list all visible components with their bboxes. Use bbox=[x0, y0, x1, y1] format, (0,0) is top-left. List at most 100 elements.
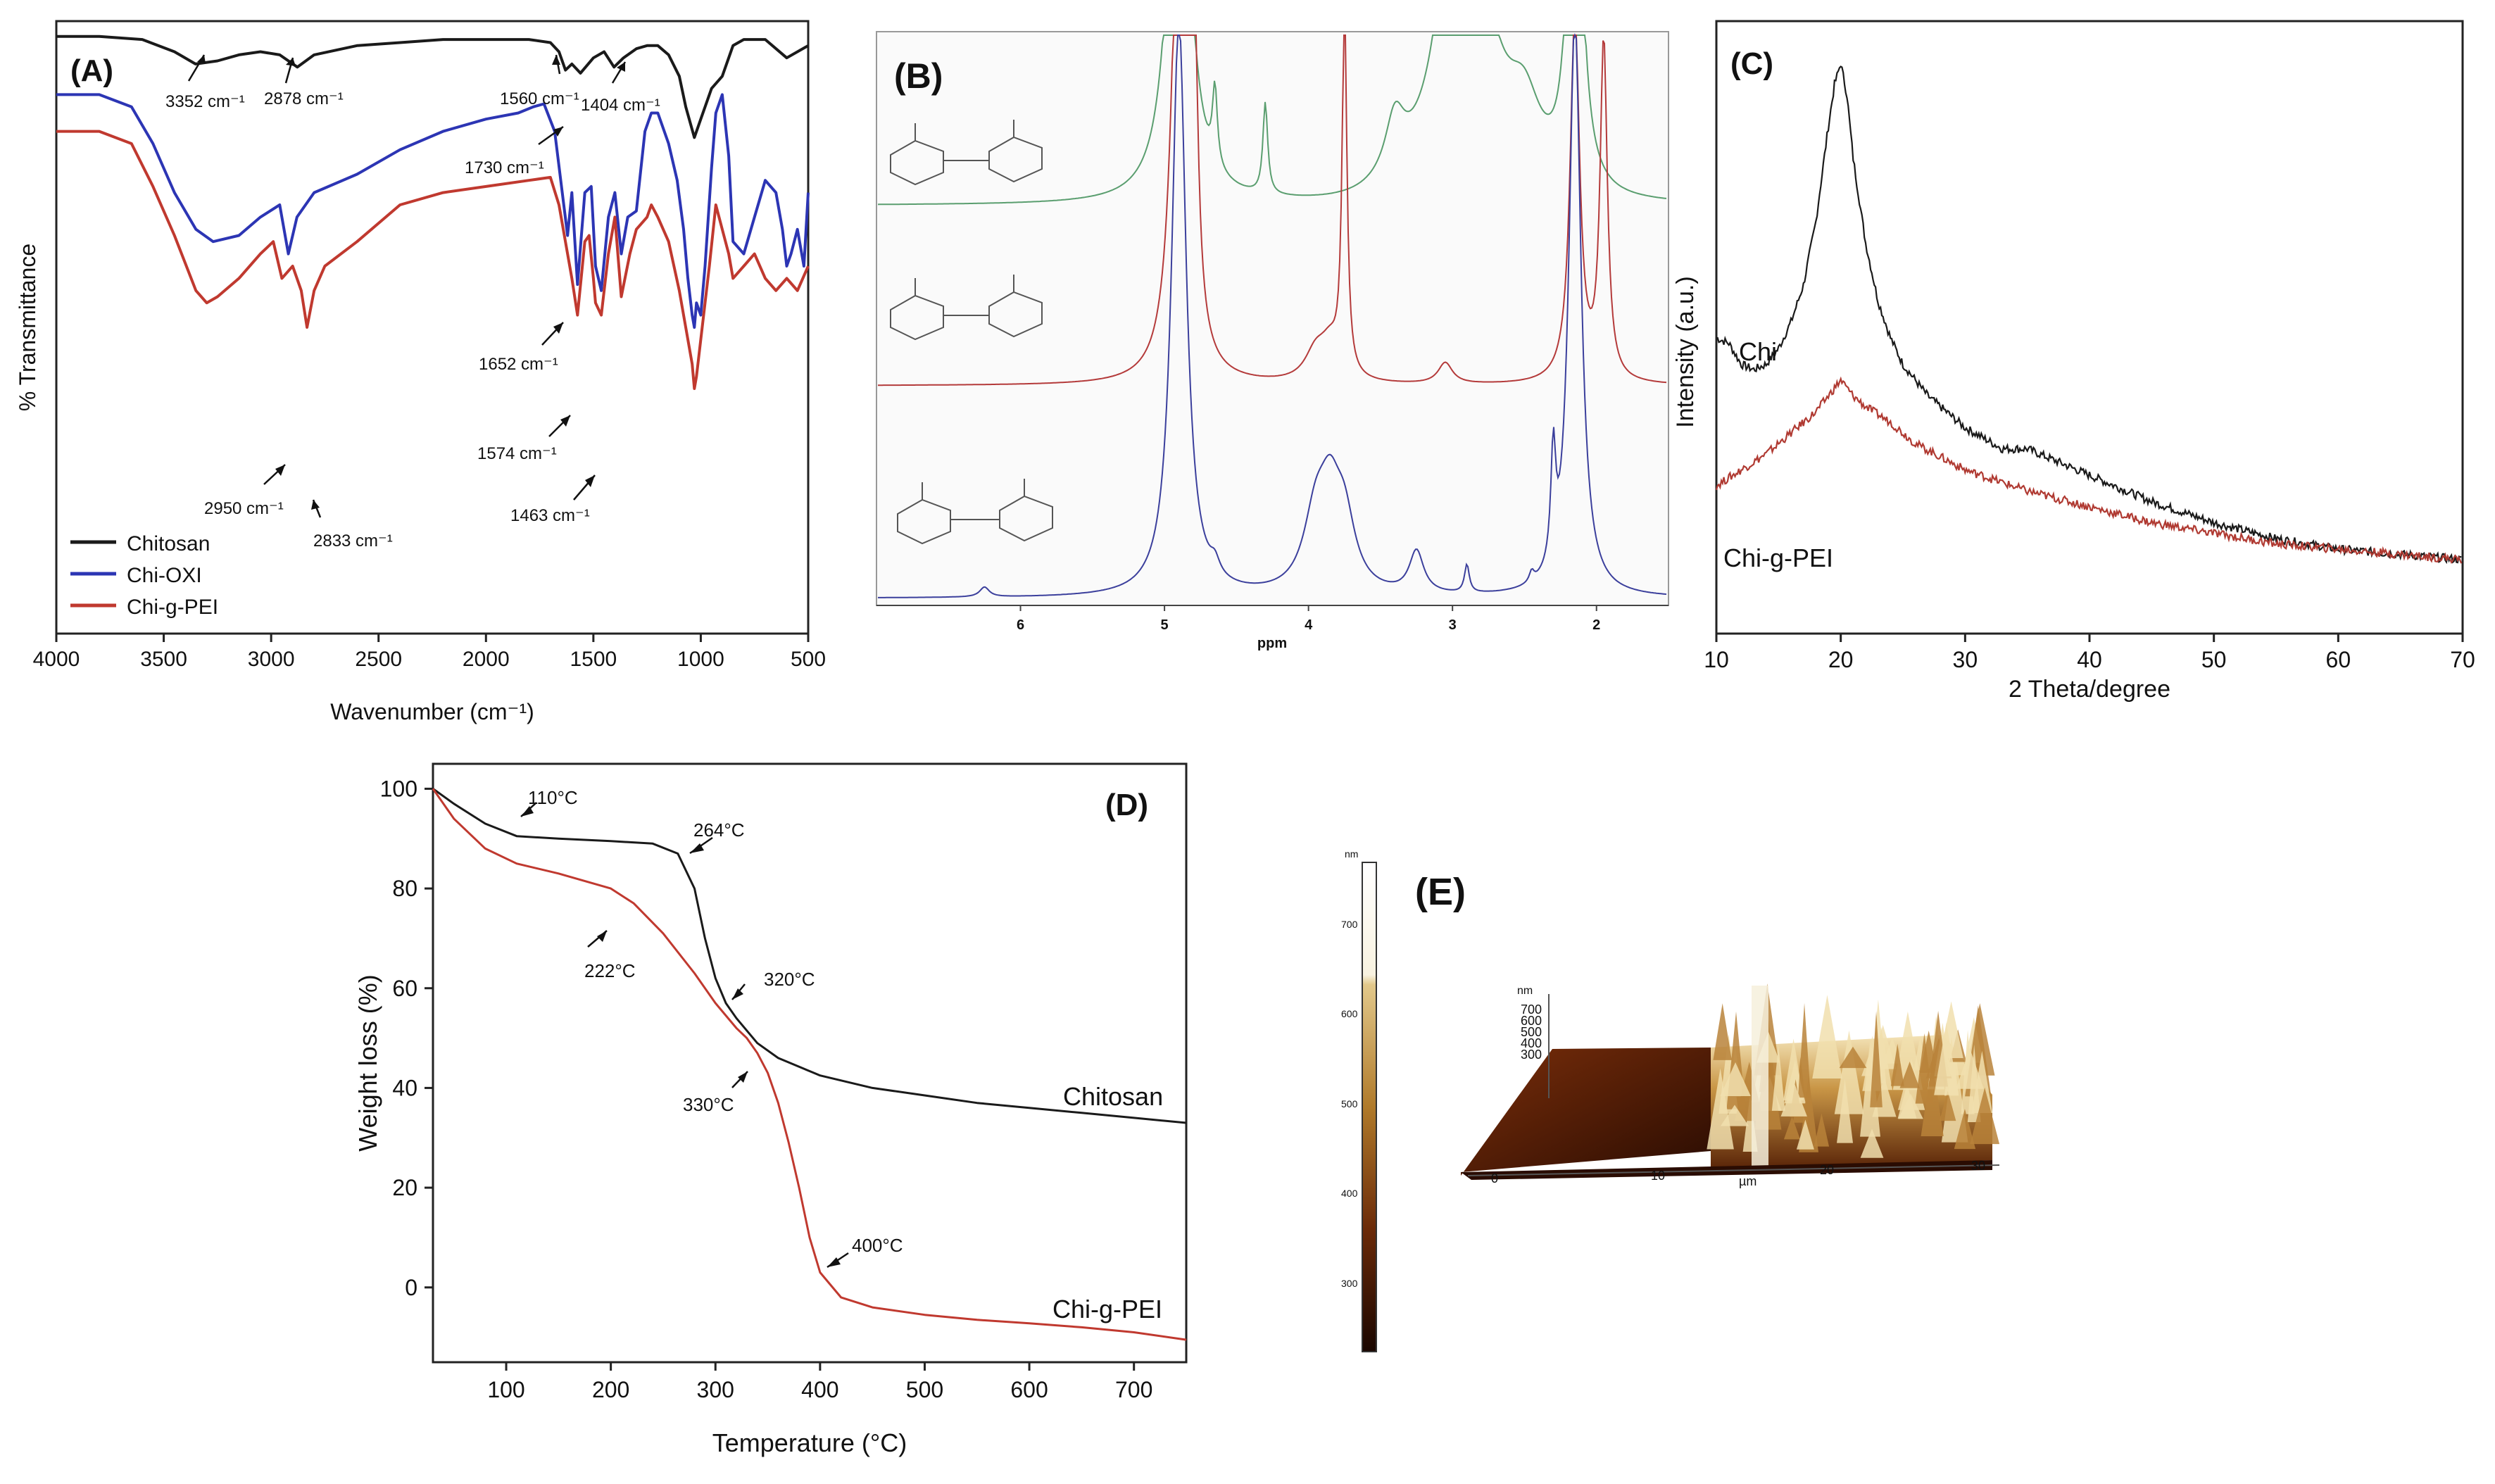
panel-d-plot-frame bbox=[432, 762, 1188, 1364]
legend-label-chi-g-pei: Chi-g-PEI bbox=[127, 596, 218, 619]
panel-a-x-tick-label: 3000 bbox=[248, 648, 295, 671]
structure-grafted bbox=[890, 120, 1043, 186]
annotation-1463-text: 1463 cm⁻¹ bbox=[510, 506, 590, 525]
panel-a-x-tick-label: 2000 bbox=[463, 648, 510, 671]
panel-a-plot-frame bbox=[55, 20, 810, 635]
panel-b-x-tick-label: 4 bbox=[1305, 617, 1313, 633]
colorbar-tick-300: 300 bbox=[1341, 1278, 1358, 1289]
afm-z-tick-500: 500 bbox=[1521, 1025, 1542, 1039]
series-label-chi-g-pei: Chi-g-PEI bbox=[1052, 1295, 1162, 1323]
panel-a-x-tick-label: 4000 bbox=[33, 648, 80, 671]
panel-a-annotations: 3352 cm⁻¹ 2878 cm⁻¹ 1560 cm⁻¹ 1404 cm⁻¹ … bbox=[165, 54, 660, 551]
annotation-2833: 2833 cm⁻¹ bbox=[311, 499, 393, 551]
panel-c-x-tick-label: 30 bbox=[1953, 647, 1978, 672]
panel-d-series-lines bbox=[432, 788, 1187, 1341]
panel-b-x-tick-label: 3 bbox=[1449, 617, 1457, 633]
annotation-2878: 2878 cm⁻¹ bbox=[264, 57, 344, 108]
panel-d-y-tick-label: 20 bbox=[392, 1175, 417, 1200]
panel-b-x-tick-label: 5 bbox=[1161, 617, 1169, 633]
afm-peak bbox=[1970, 1087, 2000, 1145]
annotation-1560-text: 1560 cm⁻¹ bbox=[500, 89, 579, 108]
afm-peak bbox=[1720, 1062, 1751, 1097]
panel-a-ftir: (A) 4000 3500 3000 2500 2000 1500 1000 500 Wave… bbox=[15, 20, 826, 724]
annotation-330c-text: 330°C bbox=[683, 1094, 734, 1115]
panel-a-x-ticks: 4000 3500 3000 2500 2000 1500 1000 500 bbox=[33, 634, 826, 671]
panel-a-x-tick-label: 2500 bbox=[355, 648, 402, 671]
afm-surface-smooth-region bbox=[1461, 1048, 1711, 1176]
colorbar-tick-700: 700 bbox=[1341, 919, 1358, 930]
panel-c-x-tick-label: 20 bbox=[1828, 647, 1854, 672]
afm-z-tick-700: 700 bbox=[1521, 1002, 1542, 1017]
panel-c-y-axis-label: Intensity (a.u.) bbox=[1672, 276, 1699, 427]
colorbar-unit: nm bbox=[1345, 848, 1358, 860]
colorbar-gradient bbox=[1362, 862, 1377, 1352]
panel-c-x-ticks: 10 20 30 40 50 60 70 bbox=[1704, 634, 2475, 672]
panel-a-x-axis-label: Wavenumber (cm⁻¹) bbox=[330, 699, 534, 724]
annotation-1730-text: 1730 cm⁻¹ bbox=[465, 158, 544, 177]
panel-a-x-tick-label: 1500 bbox=[570, 648, 617, 671]
afm-x-tick-30: 30 bbox=[1971, 1159, 1985, 1173]
legend-item-chitosan: Chitosan bbox=[70, 532, 210, 555]
annotation-3352: 3352 cm⁻¹ bbox=[165, 54, 245, 111]
annotation-2833-text: 2833 cm⁻¹ bbox=[313, 532, 393, 551]
afm-peak bbox=[1707, 1068, 1734, 1150]
annotation-330c: 330°C bbox=[683, 1071, 748, 1115]
panel-d-x-tick-label: 600 bbox=[1010, 1377, 1048, 1402]
panel-d-x-tick-label: 300 bbox=[697, 1377, 734, 1402]
annotation-1463: 1463 cm⁻¹ bbox=[510, 474, 596, 525]
panel-d-y-tick-label: 60 bbox=[392, 976, 417, 1001]
annotation-222c-text: 222°C bbox=[584, 960, 636, 981]
panel-d-annotations: 110°C 264°C 222°C 320°C 330°C 400°C bbox=[520, 787, 903, 1269]
afm-peak bbox=[1939, 1090, 1956, 1121]
panel-b-spectra bbox=[877, 32, 1667, 598]
panel-c-plot-frame bbox=[1715, 20, 2464, 635]
legend-item-chi-oxi: Chi-OXI bbox=[70, 564, 202, 587]
afm-peak bbox=[1713, 1003, 1732, 1060]
panel-d-y-tick-label: 40 bbox=[392, 1075, 417, 1100]
legend-item-chi-g-pei: Chi-g-PEI bbox=[70, 596, 218, 619]
afm-peak bbox=[1870, 1011, 1883, 1107]
annotation-1730: 1730 cm⁻¹ bbox=[465, 125, 564, 177]
panel-a-label: (A) bbox=[70, 54, 113, 88]
annotation-2950-text: 2950 cm⁻¹ bbox=[204, 499, 284, 518]
afm-peak bbox=[1814, 1113, 1830, 1147]
panel-a-x-tick-label: 3500 bbox=[140, 648, 187, 671]
annotation-110c-text: 110°C bbox=[528, 787, 578, 808]
series-label-chi-g-pei: Chi-g-PEI bbox=[1723, 543, 1833, 572]
afm-peak bbox=[1797, 1002, 1811, 1098]
annotation-222c: 222°C bbox=[584, 930, 636, 981]
panel-d-x-tick-label: 500 bbox=[906, 1377, 943, 1402]
afm-peak bbox=[1812, 995, 1842, 1079]
panel-d-x-axis-label: Temperature (°C) bbox=[712, 1428, 907, 1457]
afm-peak bbox=[1899, 1061, 1920, 1088]
panel-c-label: (C) bbox=[1730, 46, 1773, 81]
afm-peak bbox=[1860, 1128, 1884, 1158]
panel-a-legend: Chitosan Chi-OXI Chi-g-PEI bbox=[70, 532, 218, 619]
annotation-320c: 320°C bbox=[731, 969, 815, 1000]
panel-d-y-tick-label: 100 bbox=[380, 776, 417, 801]
legend-label-chitosan: Chitosan bbox=[127, 532, 210, 555]
panel-c-x-tick-label: 10 bbox=[1704, 647, 1729, 672]
afm-colorbar: nm 700 600 500 400 300 bbox=[1341, 848, 1377, 1352]
annotation-1652: 1652 cm⁻¹ bbox=[479, 322, 564, 374]
panel-d-y-tick-label: 80 bbox=[392, 876, 417, 901]
annotation-1574: 1574 cm⁻¹ bbox=[477, 415, 571, 463]
afm-peak bbox=[1934, 1022, 1959, 1095]
panel-c-series-line-chi bbox=[1716, 65, 2462, 565]
series-label-chi: Chi bbox=[1739, 337, 1777, 366]
panel-d-axis-ticks: 100 200 300 400 500 600 700 0 20 40 60 80 100 bbox=[380, 776, 1153, 1402]
panel-d-x-tick-label: 100 bbox=[487, 1377, 524, 1402]
panel-b-x-tick-label: 6 bbox=[1017, 617, 1024, 633]
afm-peak bbox=[1834, 1030, 1864, 1114]
annotation-2950: 2950 cm⁻¹ bbox=[204, 464, 286, 518]
panel-b-nmr: (B) 6 5 4 3 2 ppm bbox=[876, 31, 1669, 651]
annotation-320c-text: 320°C bbox=[764, 969, 815, 990]
panel-c-series-lines bbox=[1715, 65, 2463, 565]
afm-z-tick-300: 300 bbox=[1521, 1048, 1542, 1062]
panel-c-x-tick-label: 50 bbox=[2201, 647, 2227, 672]
structure-oxidized bbox=[890, 275, 1043, 341]
afm-peak bbox=[1890, 1043, 1904, 1086]
afm-surface-spike bbox=[1752, 986, 1768, 1169]
panel-a-y-axis-label: % Transmittance bbox=[15, 244, 40, 411]
panel-d-x-tick-label: 700 bbox=[1115, 1377, 1152, 1402]
